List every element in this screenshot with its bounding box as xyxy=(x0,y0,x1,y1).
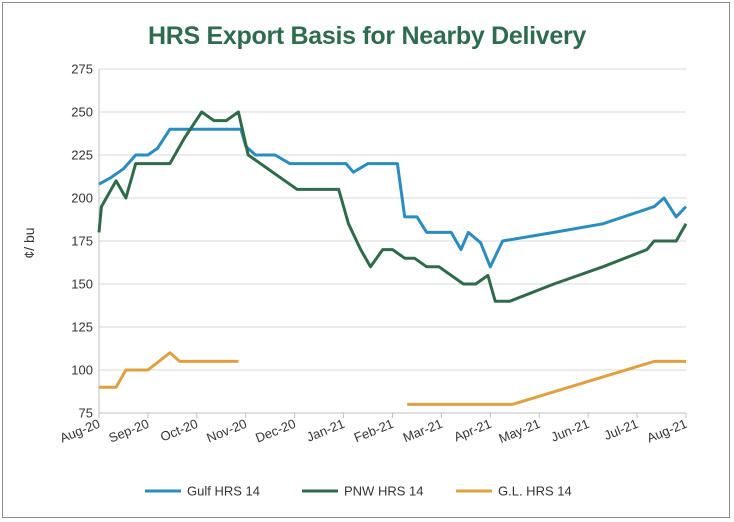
y-tick-label: 200 xyxy=(71,191,93,206)
chart-title: HRS Export Basis for Nearby Delivery xyxy=(148,22,586,50)
x-tick-label: Mar-21 xyxy=(401,416,445,445)
x-tick-label: Nov-20 xyxy=(204,416,248,446)
legend-label: PNW HRS 14 xyxy=(344,484,423,499)
x-tick-label: Apr-21 xyxy=(452,416,494,445)
x-tick-label: Dec-20 xyxy=(253,416,297,446)
x-tick-label: Feb-21 xyxy=(352,416,396,445)
x-tick-label: Oct-20 xyxy=(158,416,200,445)
series-line-gulf-hrs-14 xyxy=(98,127,688,269)
x-tick-label: Jul-21 xyxy=(602,416,640,443)
y-tick-label: 250 xyxy=(71,105,93,120)
x-tick-label: Sep-20 xyxy=(107,416,151,446)
x-tick-label: Jan-21 xyxy=(304,416,346,445)
y-tick-label: 100 xyxy=(71,363,93,378)
x-tick-label: Aug-21 xyxy=(645,416,689,446)
legend-label: Gulf HRS 14 xyxy=(187,484,260,499)
series-line-g-l-hrs-14 xyxy=(99,351,239,389)
x-tick-label: May-21 xyxy=(497,416,543,446)
series-line-pnw-hrs-14 xyxy=(97,110,688,303)
y-tick-label: 275 xyxy=(71,62,93,77)
y-tick-label: 150 xyxy=(71,277,93,292)
y-tick-label: 225 xyxy=(71,148,93,163)
y-tick-label: 175 xyxy=(71,234,93,249)
x-tick-label: Jun-21 xyxy=(549,416,591,445)
y-tick-label: 125 xyxy=(71,320,93,335)
y-axis-label: ¢/ bu xyxy=(21,227,37,258)
series-line-g-l-hrs-14 xyxy=(407,359,686,406)
y-tick-label: 75 xyxy=(79,406,93,421)
legend-label: G.L. HRS 14 xyxy=(498,484,572,499)
